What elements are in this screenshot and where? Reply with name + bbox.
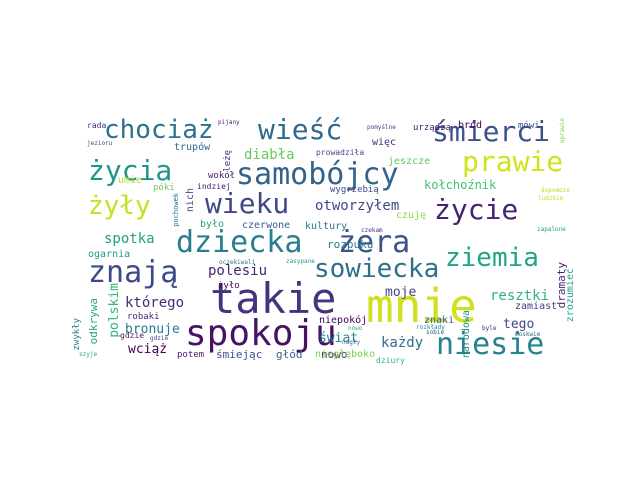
- word: czerwone: [242, 220, 291, 231]
- word: czuję: [396, 210, 427, 221]
- word: świat: [319, 331, 359, 346]
- word: wygrzebią: [330, 185, 379, 195]
- word: bród: [458, 120, 483, 131]
- word: robaki: [127, 312, 160, 322]
- word: polesiu: [208, 263, 268, 279]
- word: śmiejąc: [216, 348, 263, 361]
- word: żera: [338, 225, 411, 260]
- word: umie: [118, 175, 143, 186]
- word: żyło: [218, 281, 240, 291]
- word: pomyślne: [367, 124, 396, 131]
- word: prawie: [462, 145, 564, 178]
- word: było: [200, 219, 225, 230]
- word: mówi: [518, 121, 540, 131]
- word: niepokój: [319, 315, 368, 326]
- word: znaki: [424, 315, 455, 326]
- word: byle: [482, 325, 497, 332]
- word: gdzie: [150, 335, 169, 342]
- word: ogarnia: [88, 249, 131, 260]
- word: gdzie: [120, 331, 145, 340]
- word: dziecka: [176, 225, 303, 260]
- word: sowiecka: [314, 254, 440, 284]
- word: nich: [185, 188, 196, 213]
- word: życie: [434, 193, 519, 226]
- word: takie: [210, 274, 337, 323]
- word: nagły: [342, 339, 361, 346]
- word: bronuje: [125, 322, 180, 337]
- word: nowo: [348, 325, 363, 332]
- word: spotka: [104, 231, 155, 247]
- word: wieku: [205, 187, 290, 220]
- word: nowo: [321, 348, 348, 361]
- word: otworzyłem: [315, 198, 400, 214]
- word: oprawie: [559, 118, 566, 144]
- word: narodowa: [461, 310, 472, 359]
- word: oczekiwali: [219, 259, 256, 266]
- word: więc: [372, 137, 397, 148]
- word: jeszcze: [388, 156, 431, 167]
- word: moje: [385, 285, 417, 300]
- word: pijany: [218, 119, 240, 126]
- word: niegłęboko: [315, 349, 376, 360]
- word: jezioru: [87, 140, 113, 147]
- word: pochowek: [172, 193, 180, 227]
- word: niesie: [436, 327, 545, 362]
- word: zasypane: [286, 258, 315, 265]
- word: wieść: [258, 113, 343, 146]
- word: ludzkie: [538, 195, 564, 202]
- word: dziury: [376, 356, 405, 365]
- word: prowadziła: [316, 148, 365, 157]
- word: życia: [88, 154, 173, 187]
- word: rada: [87, 121, 107, 130]
- word: tego: [503, 317, 535, 332]
- word: wciąż: [128, 342, 168, 357]
- word: głód: [276, 348, 303, 361]
- word: potem: [177, 350, 205, 360]
- word: resztki: [490, 288, 550, 304]
- word: zamiast: [515, 301, 558, 312]
- word: zwykły: [72, 318, 82, 351]
- word: znają: [88, 255, 179, 290]
- word: ziemia: [445, 243, 539, 273]
- word: wokół: [208, 171, 236, 181]
- word: dopomoże: [541, 187, 570, 194]
- word: czekam: [361, 227, 383, 234]
- word: żyły: [88, 191, 151, 221]
- word: leżę: [223, 150, 233, 172]
- word: śmierci: [432, 115, 551, 148]
- word: którego: [125, 295, 185, 311]
- word: indziej: [197, 182, 231, 191]
- word: szyje: [79, 351, 98, 358]
- word: kultury: [305, 221, 348, 232]
- word: urządzą: [413, 123, 451, 133]
- word: każdy: [381, 335, 424, 351]
- word: rozkłady: [416, 324, 445, 331]
- word: kołchoźnik: [424, 178, 497, 192]
- word: rozpuku: [327, 238, 374, 251]
- word: spokoju: [185, 313, 337, 354]
- word: moskwie: [515, 331, 541, 338]
- word: polskim: [107, 283, 122, 338]
- word: póki: [153, 183, 175, 193]
- word: zrozumieć: [565, 268, 576, 323]
- word: samobójcy: [236, 157, 399, 192]
- word: trupów: [174, 142, 211, 153]
- word: zapalone: [537, 226, 566, 233]
- word: odkrywa: [87, 298, 100, 345]
- word: mnie: [366, 279, 477, 333]
- word: diabła: [244, 147, 295, 163]
- word: sobie: [426, 329, 445, 336]
- word: chociaż: [104, 115, 214, 145]
